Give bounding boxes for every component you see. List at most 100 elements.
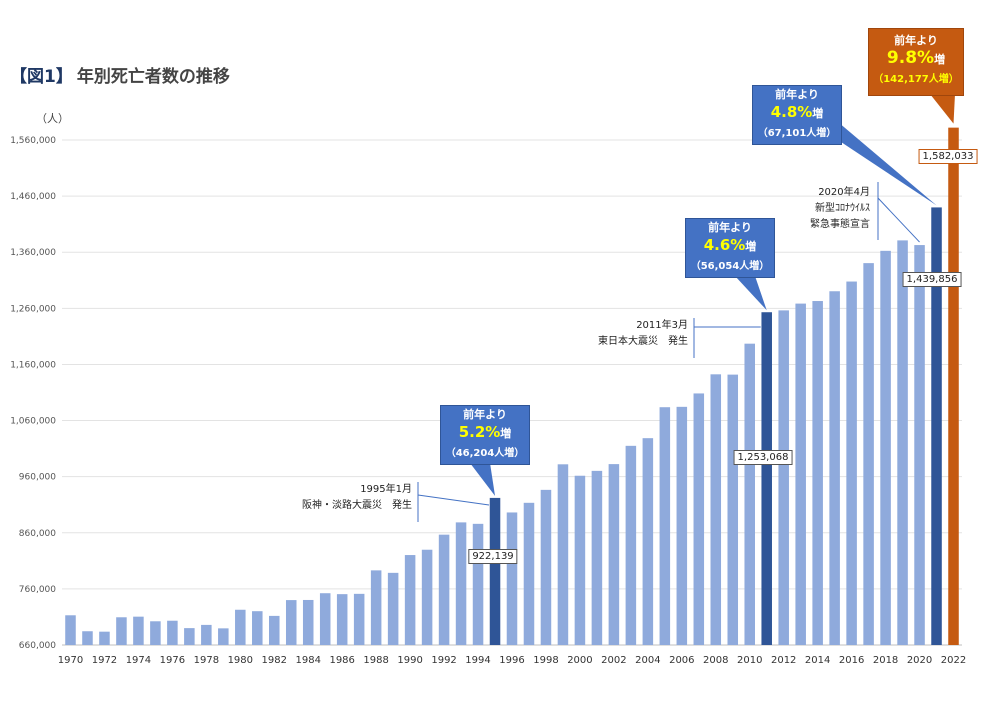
y-tick-label: 1,160,000 — [10, 360, 56, 370]
bar-1975 — [150, 621, 161, 645]
callout-2021: 前年より 4.8%増 （67,101人増） — [752, 85, 842, 145]
callout-1995-line3: （46,204人増） — [445, 448, 525, 459]
event-1995: 1995年1月 阪神・淡路大震災 発生 — [302, 482, 412, 514]
bar-2020 — [914, 245, 925, 645]
callout-2022-line1: 前年より — [894, 34, 938, 47]
bar-2017 — [863, 263, 874, 645]
callout-1995-pct: 5.2% — [458, 423, 501, 441]
event-1995-leader — [417, 494, 490, 506]
bar-1993 — [455, 522, 467, 645]
y-tick-label: 1,060,000 — [10, 417, 56, 427]
bar-1996 — [506, 512, 518, 645]
bar-2000 — [574, 475, 586, 645]
x-tick-label: 1980 — [228, 655, 253, 666]
bar-2011 — [761, 312, 772, 645]
callout-2011-line3: （56,054人増） — [690, 261, 770, 272]
bar-1978 — [201, 624, 212, 645]
value-label-1995: 922,139 — [468, 549, 518, 564]
x-tick-label: 1982 — [262, 655, 287, 666]
bar-1976 — [167, 620, 178, 645]
value-label-2021: 1,439,856 — [902, 272, 962, 287]
x-tick-label: 1970 — [58, 655, 83, 666]
y-tick-label: 1,360,000 — [10, 248, 56, 258]
bar-1977 — [184, 628, 195, 645]
callout-2021-line1: 前年より — [775, 88, 819, 101]
bar-1985 — [319, 593, 331, 645]
bar-1980 — [235, 609, 246, 645]
event-2011-desc: 東日本大震災 発生 — [598, 336, 688, 347]
y-axis-unit: （人） — [36, 112, 69, 125]
callout-2011-line1: 前年より — [708, 221, 752, 234]
bar-1984 — [302, 599, 314, 645]
y-tick-label: 760,000 — [19, 585, 56, 595]
x-tick-label: 1984 — [295, 655, 320, 666]
callout-2011-zo: 増 — [745, 240, 757, 253]
bar-1997 — [523, 502, 535, 645]
bar-1972 — [99, 631, 110, 645]
bar-2022 — [948, 127, 959, 646]
x-tick-label: 1978 — [194, 655, 219, 666]
bar-1982 — [269, 615, 280, 645]
bar-1990 — [404, 555, 416, 645]
bar-1974 — [133, 616, 144, 645]
bar-2014 — [812, 301, 823, 645]
bar-2012 — [778, 310, 789, 645]
x-tick-label: 2016 — [839, 655, 864, 666]
x-tick-label: 2006 — [669, 655, 694, 666]
callout-2021-pct: 4.8% — [770, 103, 813, 121]
bar-1971 — [82, 631, 93, 645]
bar-1988 — [370, 570, 382, 645]
bar-2004 — [642, 438, 654, 645]
bar-1999 — [557, 464, 569, 645]
bar-1986 — [336, 594, 348, 645]
bar-1987 — [353, 593, 365, 645]
bar-2009 — [727, 374, 739, 645]
bar-2019 — [897, 240, 908, 645]
bar-2010 — [744, 343, 755, 645]
value-label-2022: 1,582,033 — [918, 149, 978, 164]
x-tick-label: 1976 — [160, 655, 185, 666]
bar-2006 — [676, 406, 688, 645]
callout-2011-pointer — [735, 276, 767, 311]
x-tick-label: 2018 — [873, 655, 898, 666]
bar-2018 — [880, 250, 891, 645]
bars — [65, 127, 959, 646]
callout-2011-pct: 4.6% — [703, 236, 746, 254]
x-tick-label: 1986 — [329, 655, 354, 666]
event-2011: 2011年3月 東日本大震災 発生 — [598, 318, 688, 350]
bar-2013 — [795, 303, 806, 645]
x-tick-label: 1998 — [533, 655, 558, 666]
bar-2015 — [829, 291, 840, 645]
x-tick-label: 1972 — [92, 655, 117, 666]
bar-1970 — [65, 615, 76, 645]
callout-2022-pointer — [930, 94, 955, 124]
x-axis-ticks: 1970 1972 1974 1976 1978 1980 1982 1984 1986 1988… — [58, 655, 966, 666]
x-tick-label: 2008 — [703, 655, 728, 666]
bar-2001 — [591, 470, 603, 645]
x-tick-label: 1994 — [465, 655, 490, 666]
x-tick-label: 1988 — [363, 655, 388, 666]
bar-2021 — [931, 207, 942, 646]
callout-2021-zo: 増 — [812, 107, 824, 120]
event-2011-date: 2011年3月 — [636, 320, 688, 331]
x-tick-label: 1990 — [397, 655, 422, 666]
y-tick-label: 660,000 — [19, 641, 56, 651]
x-tick-label: 2010 — [737, 655, 762, 666]
chart-title: 【図1】 年別死亡者数の推移 — [10, 62, 230, 87]
callout-2022-line3: （142,177人増） — [873, 74, 959, 85]
bar-2005 — [659, 407, 671, 645]
x-tick-label: 1996 — [499, 655, 524, 666]
callout-1995-line1: 前年より — [463, 408, 507, 421]
y-tick-label: 1,460,000 — [10, 192, 56, 202]
title-text: 年別死亡者数の推移 — [76, 67, 230, 87]
bar-1981 — [252, 611, 263, 645]
callout-2022-zo: 増 — [934, 53, 946, 66]
y-tick-label: 860,000 — [19, 529, 56, 539]
x-tick-label: 2014 — [805, 655, 830, 666]
bar-2016 — [846, 281, 857, 645]
x-tick-label: 1992 — [431, 655, 456, 666]
title-figure-number: 【図1】 — [10, 67, 73, 87]
callout-1995-pointer — [470, 463, 496, 496]
event-2020-desc1: 新型ｺﾛﾅｳｲﾙｽ — [815, 203, 870, 214]
